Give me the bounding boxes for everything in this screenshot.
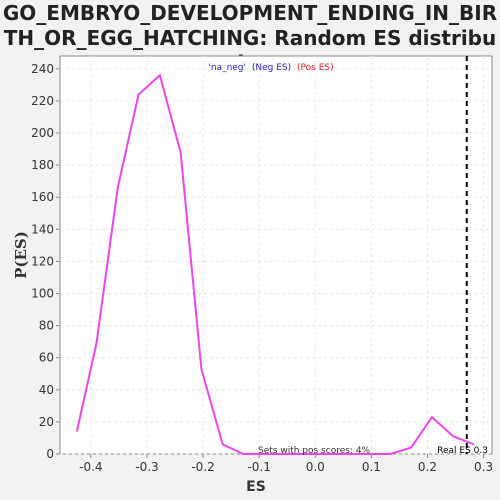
x-tick-label: 0.1 (362, 460, 381, 474)
y-tick-label: 180 (31, 158, 54, 172)
legend: 'na_neg' (Neg ES) (Pos ES) (208, 63, 333, 73)
y-tick-label: 20 (39, 415, 54, 429)
chart-title: GO_EMBRYO_DEVELOPMENT_ENDING_IN_BIRTH_OR… (2, 1, 498, 75)
y-tick-label: 80 (39, 319, 54, 333)
y-tick-label: 120 (31, 254, 54, 268)
y-axis-ticks: 0 20 40 60 80 100 120 140 160 180 200 220 240 (31, 62, 60, 461)
y-tick-label: 160 (31, 190, 54, 204)
x-tick-label: -0.4 (79, 460, 102, 474)
y-axis-label: P(ES) (12, 231, 30, 279)
y-tick-label: 40 (39, 383, 54, 397)
series-line (75, 73, 475, 455)
legend-pos-label: (Pos ES) (297, 63, 334, 73)
x-axis-label: ES (246, 479, 266, 495)
legend-series-name: 'na_neg' (208, 63, 246, 73)
real-es-label: Real ES 0.3 (437, 446, 488, 456)
x-tick-label: 0.3 (474, 460, 493, 474)
y-tick-label: 60 (39, 351, 54, 365)
y-tick-label: 220 (31, 94, 54, 108)
y-tick-label: 100 (31, 287, 54, 301)
legend-neg-label: (Neg ES) (252, 63, 291, 73)
x-tick-label: 0.2 (418, 460, 437, 474)
x-tick-label: 0.0 (306, 460, 325, 474)
y-tick-label: 0 (46, 447, 54, 461)
pos-scores-annotation: Sets with pos scores: 4% (258, 446, 371, 456)
x-tick-label: -0.2 (191, 460, 214, 474)
x-tick-label: -0.3 (135, 460, 158, 474)
y-tick-label: 200 (31, 126, 54, 140)
x-axis-ticks: -0.4 -0.3 -0.2 -0.1 0.0 0.1 0.2 0.3 (79, 454, 493, 474)
x-tick-label: -0.1 (247, 460, 270, 474)
y-tick-label: 240 (31, 62, 54, 76)
y-tick-label: 140 (31, 222, 54, 236)
